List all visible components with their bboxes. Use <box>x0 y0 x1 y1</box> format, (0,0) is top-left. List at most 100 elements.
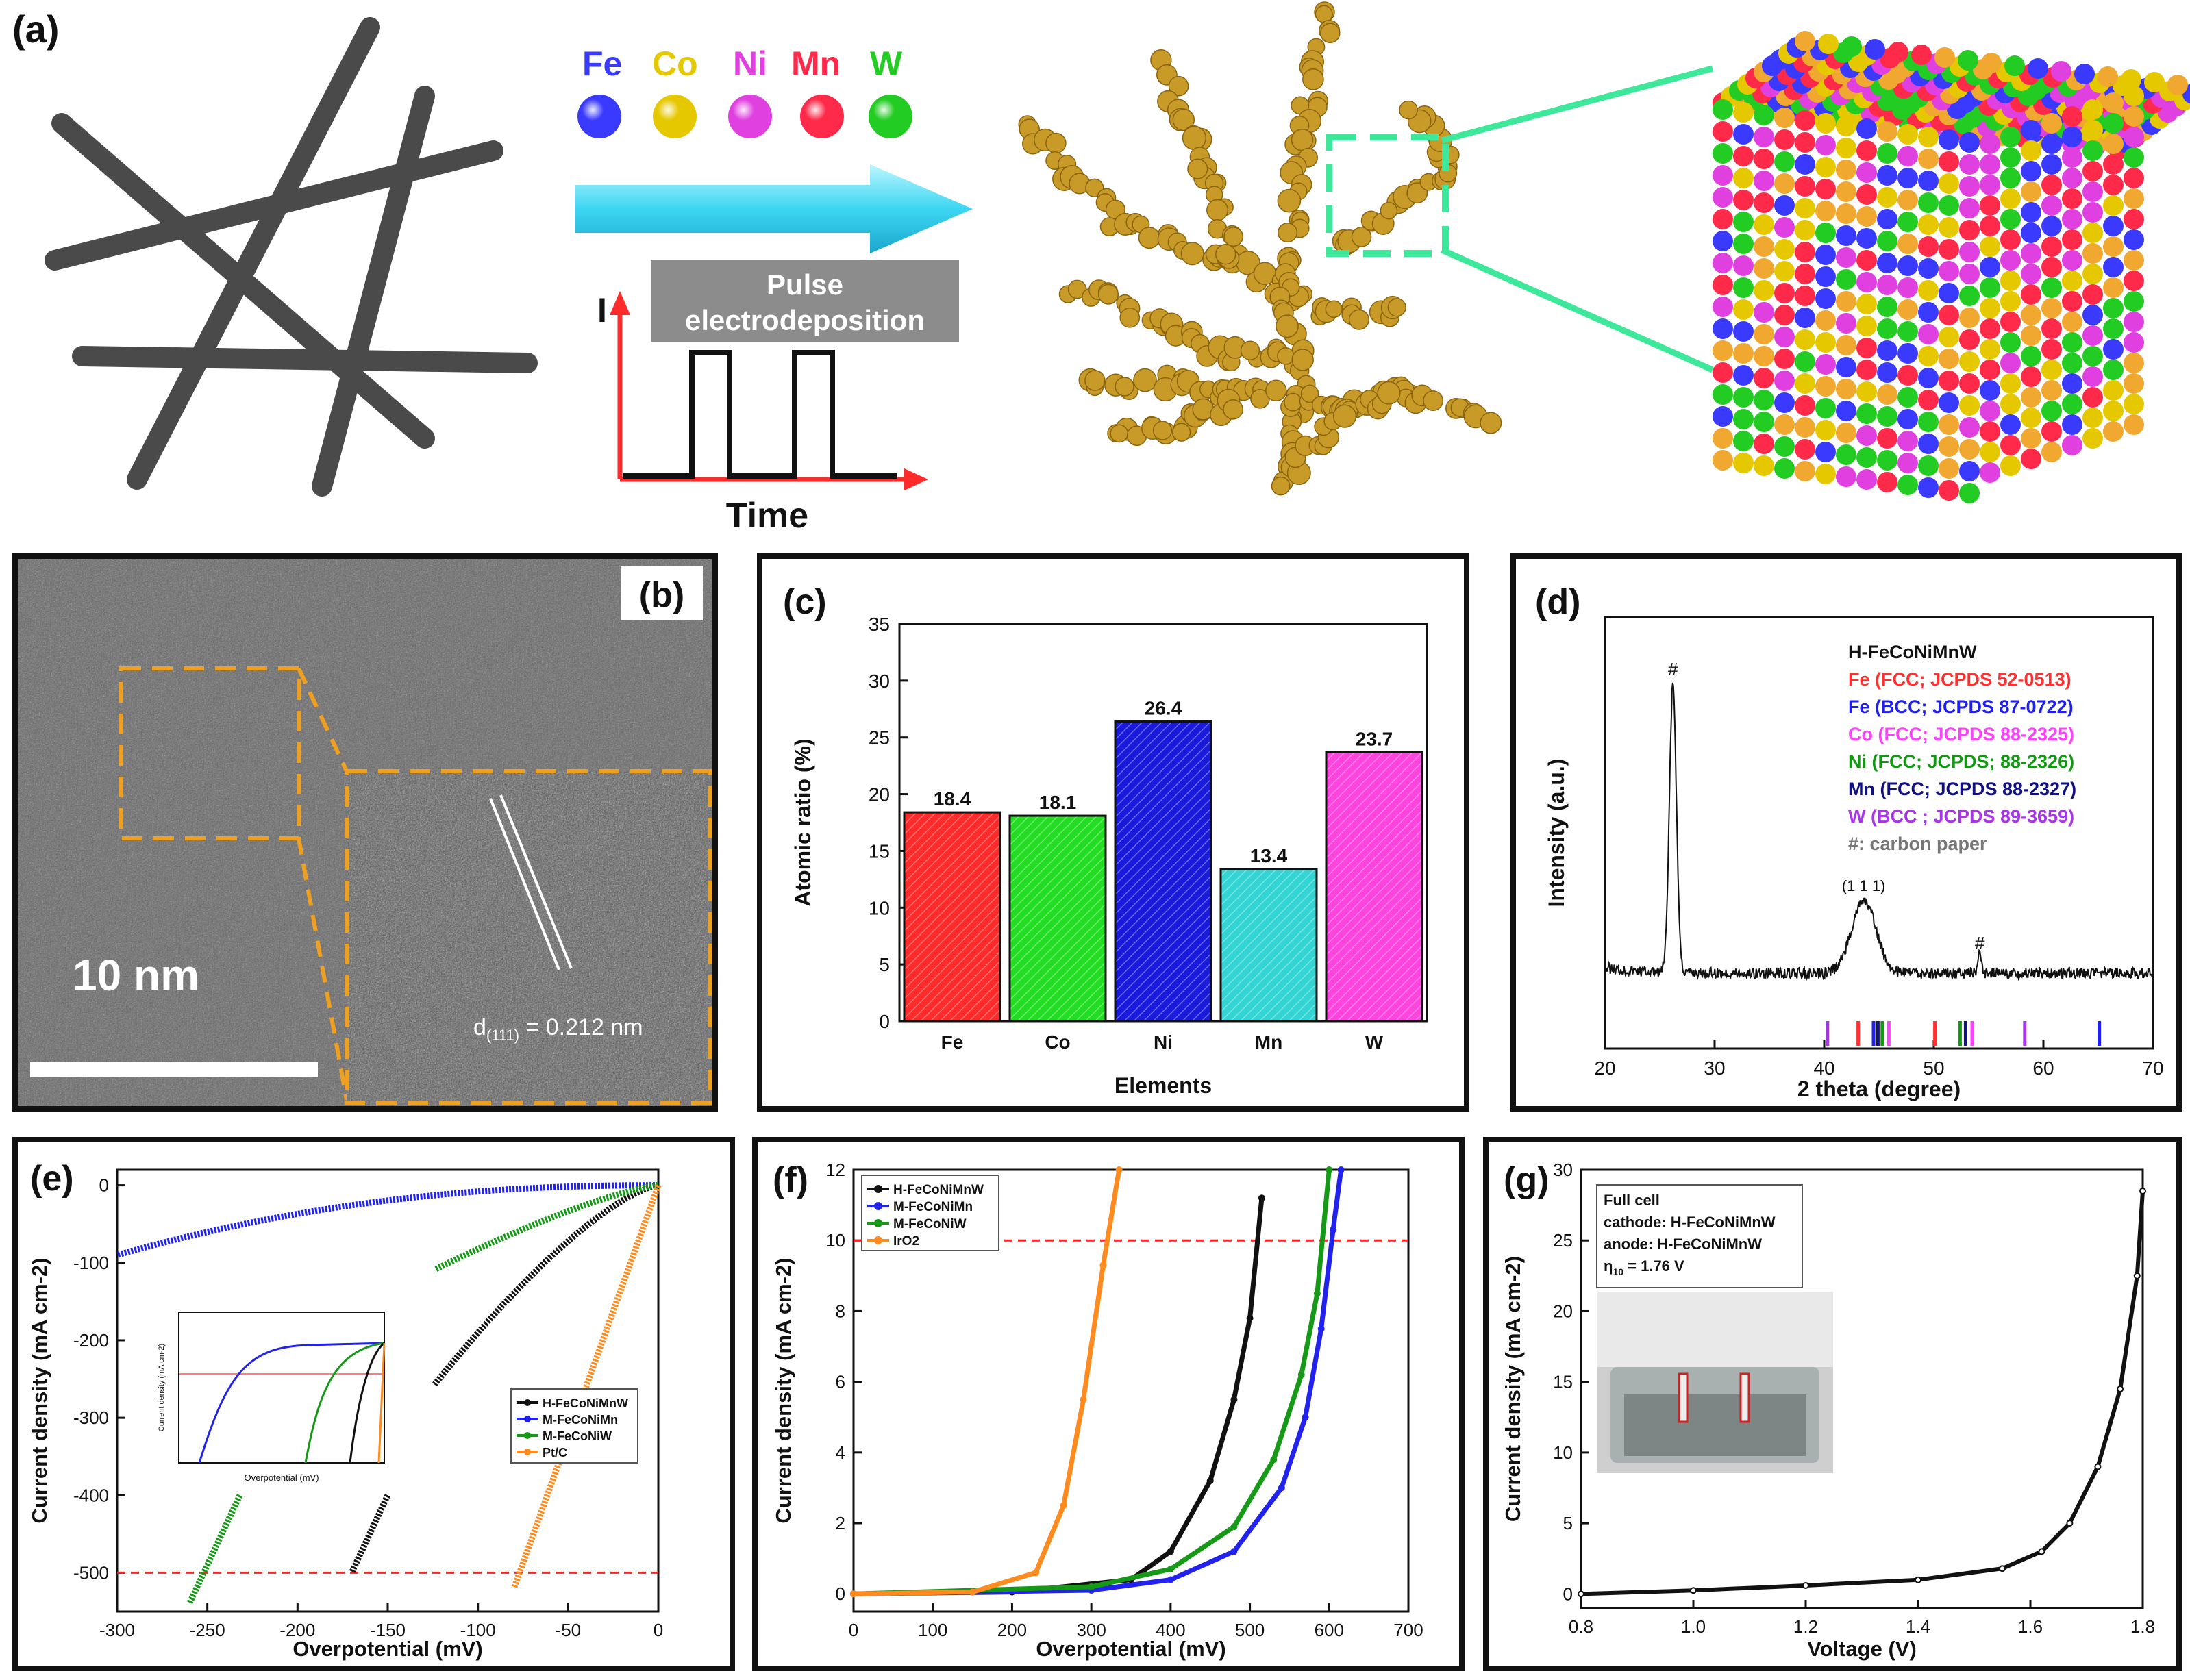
atom <box>1980 216 2000 236</box>
y-tick-label: 4 <box>836 1442 845 1463</box>
atom <box>1897 234 1918 254</box>
legend-label: M-FeCoNiMn <box>543 1413 618 1427</box>
atom <box>1754 127 1774 147</box>
data-point <box>2117 1386 2124 1392</box>
atom <box>1836 160 1856 180</box>
atom <box>1841 36 1862 57</box>
y-tick-label: 35 <box>869 614 890 635</box>
atom <box>1795 395 1815 416</box>
atom <box>1795 31 1815 51</box>
scale-bar-label: 10 nm <box>73 951 199 1000</box>
panel-a: (a) Fe Co Ni Mn W Pulse electrodeposit <box>0 0 2190 548</box>
atom <box>1959 286 1980 306</box>
scale-bar <box>30 1062 318 1077</box>
atom <box>1713 340 1733 361</box>
atom <box>1713 406 1733 427</box>
atom <box>1911 45 1932 65</box>
data-point <box>969 1588 976 1596</box>
atom <box>2021 243 2041 264</box>
atom <box>2124 414 2144 435</box>
atom <box>2124 209 2144 229</box>
panel-a-schematic: (a) Fe Co Ni Mn W Pulse electrodeposit <box>12 1 2190 536</box>
atom <box>2021 120 2041 140</box>
atom <box>1795 417 1815 438</box>
atom <box>1836 203 1856 224</box>
atom <box>1980 298 2000 318</box>
atom <box>1774 349 1795 369</box>
bar-ni <box>1114 720 1212 1023</box>
legend-entry: H-FeCoNiMnW <box>1848 642 1977 662</box>
bar-value-label: 26.4 <box>1145 698 1182 719</box>
atom <box>1815 398 1836 418</box>
atom <box>1918 192 1939 213</box>
pulse-waveform: I Time <box>597 291 928 536</box>
particle <box>1300 384 1319 403</box>
x-tick-label: 0.8 <box>1569 1616 1593 1637</box>
atom <box>1836 269 1856 290</box>
atom <box>1713 297 1733 317</box>
atom <box>2082 243 2103 264</box>
atom <box>2074 64 2095 84</box>
atom <box>2082 202 2103 223</box>
pulse-label-2: electrodeposition <box>685 304 925 336</box>
data-point <box>1270 1456 1278 1464</box>
atom <box>2124 127 2144 147</box>
panel-d-label: (d) <box>1535 582 1580 622</box>
bar-co <box>1008 814 1107 1023</box>
atom <box>1733 168 1754 188</box>
particle <box>1119 307 1141 328</box>
y-tick-label: 10 <box>825 1230 845 1251</box>
y-axis-label: Intensity (a.u.) <box>1544 759 1569 907</box>
atom <box>2041 298 2062 318</box>
x-tick-label: 200 <box>997 1620 1027 1640</box>
chart-d-plot-frame <box>1604 616 2154 1050</box>
atom <box>1918 434 1939 454</box>
atom <box>1836 291 1856 312</box>
atom <box>2082 140 2103 161</box>
atom <box>2062 353 2082 373</box>
atom <box>1877 428 1897 449</box>
legend-marker <box>524 1399 531 1406</box>
atom <box>2041 134 2062 154</box>
legend-marker <box>524 1416 531 1422</box>
data-point <box>1302 1414 1309 1421</box>
photo-bottle-top <box>1597 1292 1833 1367</box>
atom <box>1959 483 1980 503</box>
x-tick-label: 20 <box>1594 1057 1615 1079</box>
atom <box>1733 124 1754 145</box>
atom <box>1959 329 1980 350</box>
atom <box>1877 121 1897 142</box>
atom <box>2000 373 2021 394</box>
x-tick-label: W <box>1365 1031 1384 1053</box>
atom <box>1795 220 1815 240</box>
atom <box>2041 318 2062 339</box>
chart-f-plot-frame <box>852 1168 1410 1613</box>
atom <box>2062 188 2082 209</box>
atom <box>1897 431 1918 451</box>
atom <box>1815 113 1836 134</box>
y-axis-label: Current density (mA cm-2) <box>1501 1256 1525 1522</box>
atom <box>1877 450 1897 471</box>
particle <box>1278 223 1298 243</box>
atom <box>2021 449 2041 469</box>
x-tick-label: 700 <box>1393 1620 1423 1640</box>
atom <box>1877 209 1897 229</box>
atom <box>1856 228 1877 249</box>
atom <box>2124 86 2144 106</box>
annotation-line: cathode: H-FeCoNiMnW <box>1604 1214 1776 1231</box>
atom <box>1774 283 1795 303</box>
x-axis-label: Elements <box>1115 1073 1212 1098</box>
bar-value-label: 18.1 <box>1039 792 1077 813</box>
element-label-ni: Ni <box>733 45 767 83</box>
x-tick-label: -50 <box>556 1620 582 1640</box>
inset-y-label: Current density (mA cm-2) <box>158 1344 166 1431</box>
atom <box>2000 229 2021 250</box>
atom <box>1918 346 1939 366</box>
y-tick-label: -500 <box>73 1562 109 1583</box>
panel-c-label: (c) <box>783 582 827 622</box>
data-point <box>1278 1484 1285 1492</box>
atom <box>2000 332 2021 353</box>
curve-m-feconiw <box>433 1182 659 1272</box>
atom <box>2124 353 2144 373</box>
y-tick-label: 25 <box>869 727 890 749</box>
